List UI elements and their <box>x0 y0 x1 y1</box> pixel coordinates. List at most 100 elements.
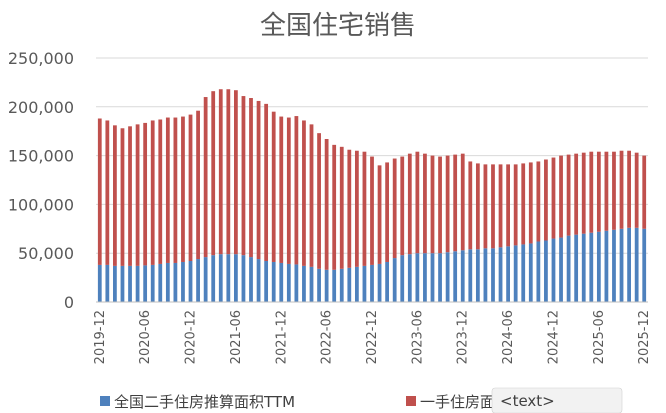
bar-new-home <box>536 161 541 242</box>
bar-new-home <box>551 157 556 239</box>
bar-secondhand <box>370 264 374 302</box>
bar-new-home <box>581 152 586 234</box>
bar-secondhand <box>536 241 541 302</box>
bar-new-home <box>483 164 488 249</box>
bar-new-home <box>498 164 503 248</box>
bar-secondhand <box>430 253 435 302</box>
bar-new-home <box>211 91 216 256</box>
bar-secondhand <box>475 249 480 302</box>
bar-new-home <box>294 116 299 265</box>
bar-secondhand <box>203 257 208 302</box>
bar-secondhand <box>249 257 253 302</box>
bar-secondhand <box>491 248 495 302</box>
bar-secondhand <box>551 238 556 302</box>
bar-new-home <box>226 89 231 255</box>
bar-new-home <box>392 158 397 259</box>
x-tick-label: 2023-06 <box>410 310 425 364</box>
x-tick-label: 2024-06 <box>501 310 516 364</box>
y-tick-label: 50,000 <box>18 244 74 263</box>
x-tick-label: 2025-06 <box>592 310 607 364</box>
bar-secondhand <box>581 233 586 302</box>
bar-secondhand <box>642 228 647 302</box>
bar-secondhand <box>400 255 405 302</box>
bar-secondhand <box>460 250 465 302</box>
bar-new-home <box>559 155 563 238</box>
bar-new-home <box>362 151 367 266</box>
bar-new-home <box>612 151 616 230</box>
legend-swatch-secondhand <box>100 396 110 406</box>
bar-new-home <box>279 116 284 263</box>
x-tick-label: 2021-06 <box>229 310 244 364</box>
bar-secondhand <box>135 265 140 302</box>
bar-secondhand <box>362 265 367 302</box>
y-tick-label: 150,000 <box>8 147 74 166</box>
bar-new-home <box>377 165 382 264</box>
bar-new-home <box>165 117 170 263</box>
bar-secondhand <box>498 247 503 302</box>
bar-new-home <box>354 150 359 267</box>
bar-new-home <box>317 133 321 269</box>
x-tick-label: 2023-12 <box>456 310 471 364</box>
bar-new-home <box>370 156 374 265</box>
bar-new-home <box>324 139 329 270</box>
bar-secondhand <box>271 261 276 302</box>
watermark-badge: <text> <box>491 387 623 413</box>
bar-new-home <box>460 153 465 251</box>
bar-secondhand <box>506 246 510 302</box>
legend-swatch-new-home <box>406 396 416 406</box>
bar-secondhand <box>97 264 102 302</box>
chart-title: 全国住宅销售 <box>260 11 416 41</box>
x-tick-label: 2025-12 <box>637 310 652 364</box>
bar-secondhand <box>385 261 390 302</box>
gridlines <box>96 57 648 254</box>
bar-secondhand <box>234 254 238 302</box>
bar-secondhand <box>627 227 631 302</box>
bar-secondhand <box>226 254 231 302</box>
bar-secondhand <box>604 230 609 302</box>
bar-secondhand <box>619 228 624 302</box>
y-axis-tick-labels: 0 50,000 100,000 150,000 200,000 250,000 <box>8 49 74 312</box>
bar-secondhand <box>241 255 246 302</box>
bar-secondhand <box>196 259 200 302</box>
bar-new-home <box>135 124 140 266</box>
bar-secondhand <box>521 244 526 302</box>
bar-secondhand <box>218 254 223 302</box>
bar-new-home <box>158 119 163 264</box>
bar-secondhand <box>120 265 125 302</box>
bar-secondhand <box>468 249 473 302</box>
bar-new-home <box>634 152 639 228</box>
bar-new-home <box>385 162 390 262</box>
bar-new-home <box>627 150 631 228</box>
bar-secondhand <box>211 255 216 302</box>
bar-new-home <box>506 164 510 247</box>
watermark-text: <text> <box>500 392 555 410</box>
bar-secondhand <box>438 253 442 302</box>
bar-new-home <box>430 155 435 254</box>
bar-secondhand <box>279 262 284 302</box>
bar-new-home <box>415 151 420 254</box>
bar-new-home <box>596 151 601 232</box>
bar-secondhand <box>566 235 571 302</box>
bar-secondhand <box>483 248 488 302</box>
bar-new-home <box>332 144 337 270</box>
y-tick-label: 0 <box>64 293 74 312</box>
bar-secondhand <box>181 261 185 302</box>
bar-secondhand <box>574 234 579 302</box>
bar-secondhand <box>407 254 412 302</box>
bar-secondhand <box>264 261 269 302</box>
bar-new-home <box>453 154 458 252</box>
bar-new-home <box>128 126 132 266</box>
bar-secondhand <box>143 265 148 302</box>
x-tick-label: 2022-12 <box>365 310 380 364</box>
bar-secondhand <box>559 237 563 302</box>
bar-new-home <box>521 163 526 245</box>
bar-secondhand <box>513 245 518 302</box>
bar-secondhand <box>256 259 261 302</box>
x-tick-label: 2024-12 <box>547 310 562 364</box>
bar-secondhand <box>302 265 306 302</box>
x-axis-tick-labels: 2019-12 2020-06 2020-12 2021-06 2021-12 2022-… <box>93 310 652 364</box>
bar-new-home <box>241 96 246 256</box>
bar-new-home <box>468 161 473 250</box>
bar-new-home <box>196 110 200 260</box>
bar-new-home <box>181 116 185 262</box>
